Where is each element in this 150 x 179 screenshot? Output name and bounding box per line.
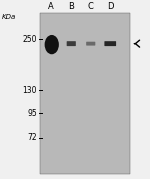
Text: A: A bbox=[48, 2, 54, 11]
Text: C: C bbox=[88, 2, 94, 11]
Text: D: D bbox=[107, 2, 114, 11]
Text: 95: 95 bbox=[27, 109, 37, 118]
FancyBboxPatch shape bbox=[86, 42, 95, 46]
Text: B: B bbox=[68, 2, 74, 11]
Bar bbox=[40, 13, 130, 174]
Text: 250: 250 bbox=[22, 35, 37, 44]
Text: 72: 72 bbox=[27, 133, 37, 142]
Ellipse shape bbox=[51, 46, 57, 52]
FancyBboxPatch shape bbox=[67, 41, 76, 46]
Ellipse shape bbox=[45, 35, 59, 54]
Text: 130: 130 bbox=[22, 86, 37, 95]
Text: KDa: KDa bbox=[2, 14, 16, 20]
FancyBboxPatch shape bbox=[104, 41, 116, 46]
